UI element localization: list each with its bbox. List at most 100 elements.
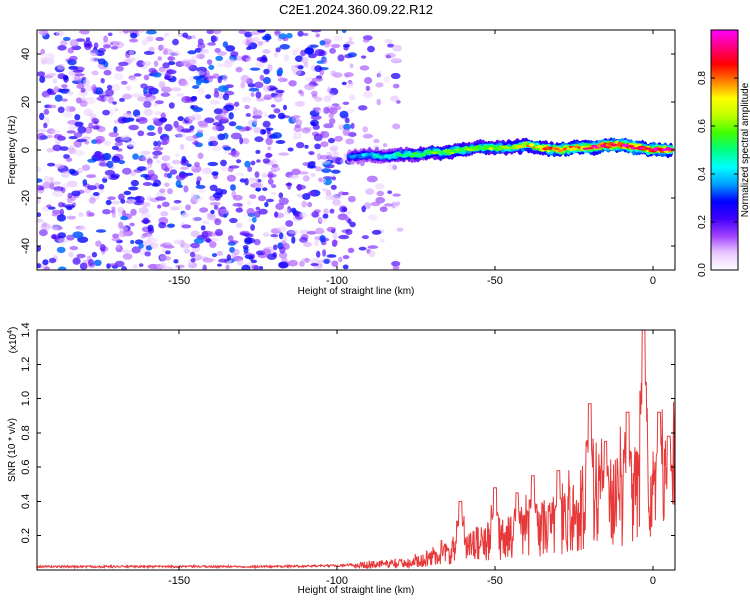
spectrogram-cell [283, 54, 290, 62]
spectrogram-cell [91, 251, 98, 258]
spectrogram-cell [58, 237, 69, 244]
spectrogram-ridge [346, 137, 675, 165]
spectrogram-cell [229, 217, 238, 224]
spectrogram-cell [262, 84, 270, 91]
spectrogram-cell [47, 162, 56, 167]
spectrogram-cell [255, 91, 262, 99]
spectrogram-cell [365, 188, 375, 196]
spectrogram-cell [122, 93, 132, 100]
spectrogram-cell [167, 56, 176, 61]
spectrogram-cell [120, 199, 126, 204]
spectrogram-cell [68, 168, 76, 174]
spectrogram-ridge-cell [497, 147, 503, 151]
spectrogram-cell [216, 250, 223, 256]
spectrogram-cell [377, 70, 382, 78]
spectrogram-cell [320, 141, 329, 148]
snr-plot-area [37, 330, 675, 570]
spectrogram-cell [307, 201, 313, 208]
spectrogram-cell [106, 160, 114, 168]
spectrogram-cell [215, 55, 224, 62]
spectrogram-cell [392, 44, 402, 52]
spectrogram-cell [249, 31, 261, 36]
spectrogram-cell [342, 43, 351, 48]
spectrogram-cell [310, 173, 316, 177]
spectrogram-cell [303, 62, 309, 68]
spectrogram-cell [164, 182, 170, 187]
spectrogram-cell [137, 96, 147, 102]
spectrogram-cell [263, 94, 273, 100]
spectrogram-cell [138, 157, 147, 162]
spectrogram-noise [37, 30, 404, 270]
spectrogram-cell [57, 266, 67, 270]
spectrogram-cell [37, 178, 43, 183]
spectrogram-cell [74, 150, 85, 157]
spectrogram-cell [164, 72, 171, 80]
spectrogram-cell [135, 115, 142, 119]
spectrogram-ridge-cell [554, 148, 560, 150]
spectrogram-cell [294, 48, 301, 52]
snr-x-tick: -100 [326, 330, 348, 587]
spectrogram-cell [303, 32, 309, 37]
spectrogram-cell [396, 227, 404, 232]
spectrogram-cell [296, 184, 306, 190]
snr-y-tick: 0.4 [20, 494, 675, 509]
spectrogram-cell [245, 40, 252, 47]
spectrogram-cell [111, 237, 121, 242]
spectrogram-x-tick-label: -100 [326, 275, 348, 287]
colorbar-tick: 0.6 [697, 119, 738, 133]
spectrogram-cell [213, 91, 220, 98]
spectrogram-cell [326, 226, 337, 233]
spectrogram-cell [99, 154, 106, 161]
spectrogram-cell [241, 96, 252, 103]
spectrogram-cell [217, 51, 228, 56]
spectrogram-cell [54, 94, 63, 102]
figure-title: C2E1.2024.360.09.22.R12 [279, 2, 433, 17]
colorbar-tick-label: 0.2 [697, 215, 708, 229]
spectrogram-cell [258, 208, 268, 215]
spectrogram-cell [153, 60, 159, 67]
spectrogram-cell [306, 230, 317, 235]
spectrogram-cell [226, 254, 232, 261]
spectrogram-cell [59, 146, 69, 152]
spectrogram-cell [310, 119, 319, 127]
spectrogram-cell [244, 160, 251, 168]
spectrogram-cell [224, 58, 236, 64]
spectrogram-cell [155, 36, 164, 42]
spectrogram-cell [69, 55, 78, 62]
spectrogram-cell [152, 150, 163, 156]
spectrogram-cell [303, 241, 312, 247]
spectrogram-cell [286, 182, 293, 187]
spectrogram-cell [161, 242, 172, 248]
spectrogram-cell [297, 65, 304, 70]
spectrogram-cell [108, 131, 119, 138]
spectrogram-cell [173, 199, 182, 204]
spectrogram-cell [256, 30, 267, 33]
spectrogram-cell [161, 201, 170, 208]
colorbar-tick: 0.4 [697, 167, 738, 181]
spectrogram-cell [96, 138, 102, 145]
spectrogram-cell [56, 63, 65, 70]
spectrogram-cell [66, 130, 76, 134]
spectrogram-cell [313, 133, 323, 142]
spectrogram-cell [332, 232, 338, 240]
spectrogram-cell [207, 42, 216, 46]
spectrogram-cell [138, 30, 144, 34]
spectrogram-cell [323, 95, 332, 103]
spectrogram-cell [366, 175, 378, 183]
snr-x-tick: -50 [487, 330, 503, 587]
spectrogram-cell [334, 135, 343, 142]
svg-text:(x104): (x104) [7, 327, 19, 354]
spectrogram-cell [157, 44, 165, 51]
spectrogram-cell [92, 192, 100, 196]
spectrogram-cell [349, 63, 354, 69]
spectrogram-cell [158, 81, 166, 89]
spectrogram-cell [329, 208, 335, 214]
spectrogram-ridge-cell [372, 153, 378, 156]
spectrogram-cell [324, 195, 335, 201]
spectrogram-cell [342, 264, 349, 270]
spectrogram-cell [180, 159, 189, 166]
spectrogram-cell [318, 218, 328, 223]
spectrogram-x-tick: -100 [326, 30, 348, 287]
spectrogram-cell [89, 49, 99, 56]
spectrogram-cell [368, 214, 378, 221]
